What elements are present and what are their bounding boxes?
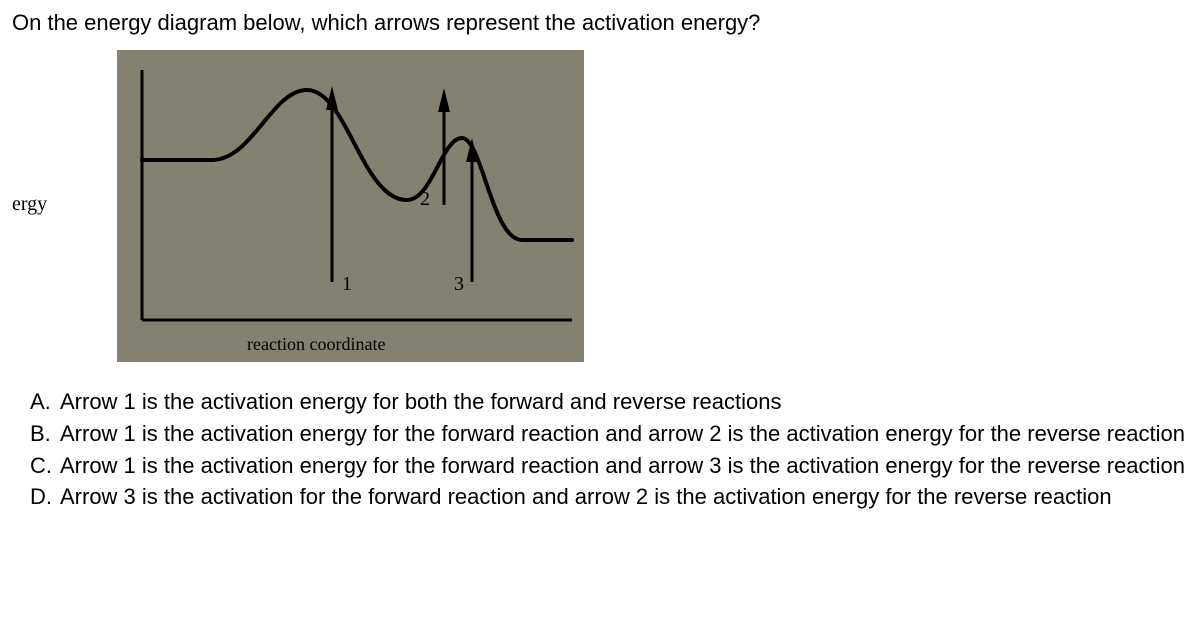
- svg-text:reaction coordinate: reaction coordinate: [247, 334, 385, 354]
- option-text: Arrow 1 is the activation energy for the…: [60, 419, 1188, 449]
- option-letter: A.: [12, 387, 60, 417]
- option-letter: B.: [12, 419, 60, 449]
- answer-option: D.Arrow 3 is the activation for the forw…: [12, 482, 1188, 512]
- answer-options: A.Arrow 1 is the activation energy for b…: [12, 387, 1188, 512]
- svg-text:2: 2: [420, 188, 430, 210]
- answer-option: A.Arrow 1 is the activation energy for b…: [12, 387, 1188, 417]
- answer-option: B.Arrow 1 is the activation energy for t…: [12, 419, 1188, 449]
- question-text: On the energy diagram below, which arrow…: [12, 8, 1188, 38]
- svg-text:1: 1: [342, 273, 352, 295]
- svg-text:ergy: ergy: [12, 193, 47, 215]
- option-text: Arrow 1 is the activation energy for bot…: [60, 387, 1188, 417]
- energy-diagram: ergy 1 2 3 reaction coordinate: [12, 50, 1188, 370]
- energy-diagram-svg: ergy 1 2 3 reaction coordinate: [12, 50, 584, 362]
- option-letter: C.: [12, 451, 60, 481]
- answer-option: C.Arrow 1 is the activation energy for t…: [12, 451, 1188, 481]
- svg-text:3: 3: [454, 273, 464, 295]
- option-letter: D.: [12, 482, 60, 512]
- option-text: Arrow 3 is the activation for the forwar…: [60, 482, 1188, 512]
- option-text: Arrow 1 is the activation energy for the…: [60, 451, 1188, 481]
